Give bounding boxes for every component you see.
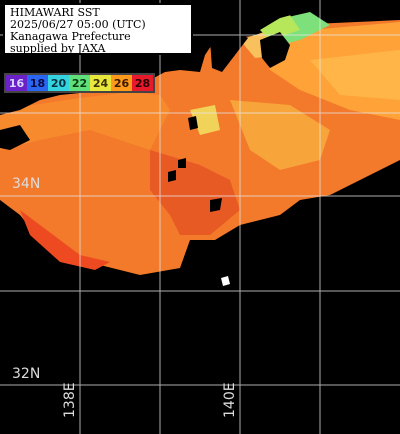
lat-label-34n: 34N — [12, 176, 41, 192]
lon-label-138e: 138E — [62, 382, 78, 418]
title-line-2: 2025/06/27 05:00 (UTC) — [10, 18, 146, 31]
legend-cell: 16 — [6, 75, 27, 91]
legend-cell: 22 — [69, 75, 90, 91]
lon-label-140e: 140E — [222, 382, 238, 418]
title-line-3: Kanagawa Prefecture — [10, 30, 131, 43]
island — [221, 276, 230, 286]
temperature-legend: 16 18 20 22 24 26 28 — [4, 73, 155, 93]
lat-label-32n: 32N — [12, 366, 41, 382]
title-line-1: HIMAWARI SST — [10, 6, 100, 19]
legend-cell: 26 — [111, 75, 132, 91]
legend-cell: 28 — [132, 75, 153, 91]
title-box: HIMAWARI SST 2025/06/27 05:00 (UTC) Kana… — [3, 3, 193, 55]
legend-cell: 18 — [27, 75, 48, 91]
legend-cell: 20 — [48, 75, 69, 91]
legend-cell: 24 — [90, 75, 111, 91]
title-line-4: supplied by JAXA — [10, 42, 106, 55]
